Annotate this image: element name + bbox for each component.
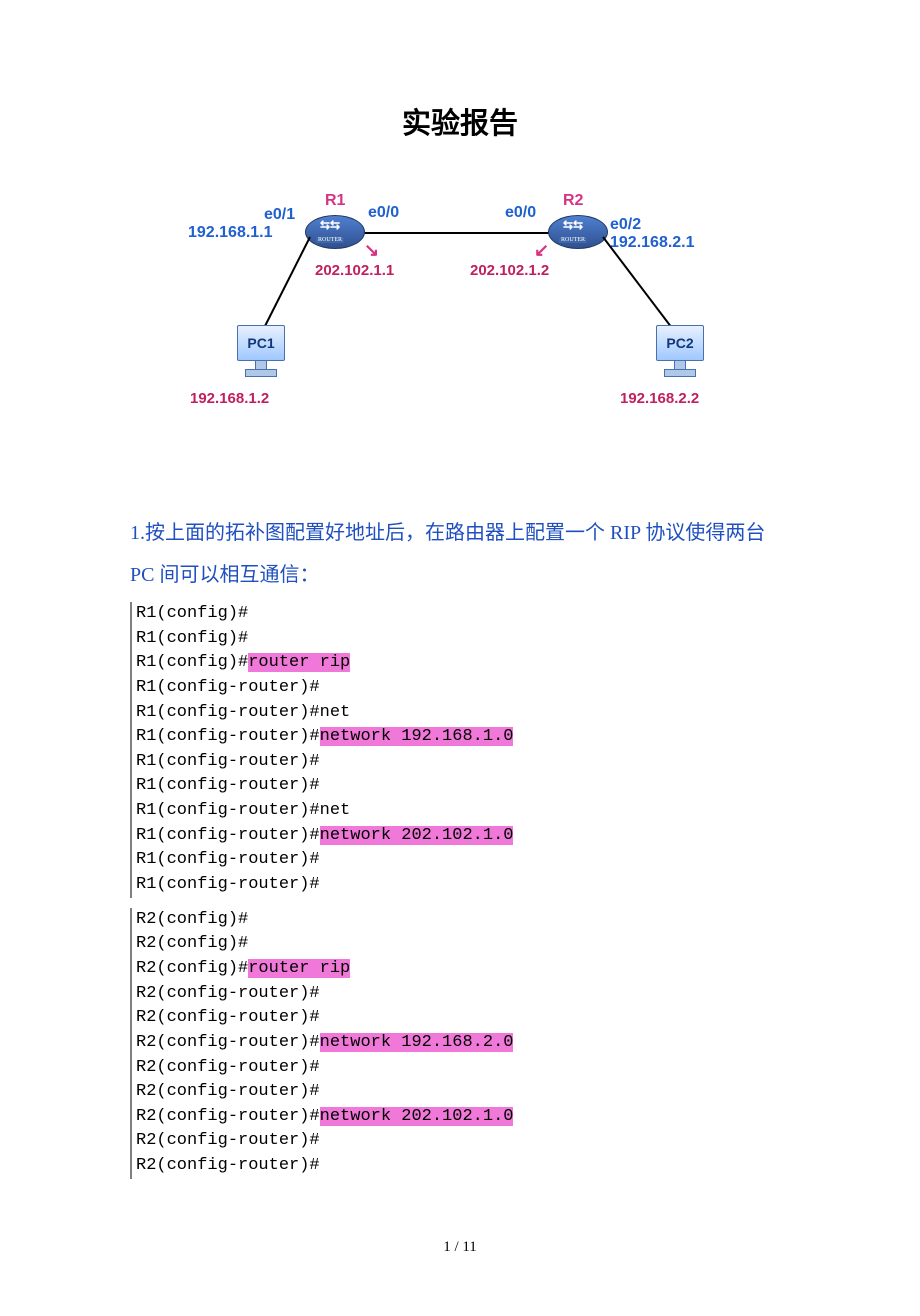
r1-config-block: R1(config)# R1(config)# R1(config)#route… [130, 602, 790, 898]
r1-if-e01: e0/1 [264, 206, 295, 224]
hl-network: network 202.102.1.0 [320, 826, 514, 845]
term-line: R1(config-router)# [136, 776, 320, 795]
term-line: R1(config)# [136, 653, 248, 672]
page-title: 实验报告 [130, 100, 790, 142]
term-line: R1(config-router)# [136, 875, 320, 894]
term-line: R1(config)# [136, 629, 248, 648]
hl-network: network 202.102.1.0 [320, 1107, 514, 1126]
r2-config-block: R2(config)# R2(config)# R2(config)#route… [130, 908, 790, 1179]
term-line: R1(config-router)#net [136, 801, 350, 820]
pc2-base [664, 369, 696, 377]
term-line: R2(config-router)# [136, 1082, 320, 1101]
term-line: R2(config)# [136, 934, 248, 953]
arrow-r1: ↘ [364, 240, 379, 261]
hl-router-rip: router rip [248, 959, 350, 978]
document-page: 实验报告 ⇆⇆ ROUTER R1 e0/1 e0/0 192.168.1.1 … [0, 0, 920, 1316]
r2-e00-ip: 202.102.1.2 [470, 262, 549, 279]
term-line: R2(config-router)# [136, 1156, 320, 1175]
r1-if-e00: e0/0 [368, 204, 399, 222]
arrow-r2: ↙ [534, 240, 549, 261]
page-number: 1 / 11 [130, 1239, 790, 1256]
term-line: R2(config)# [136, 959, 248, 978]
term-line: R2(config-router)# [136, 1131, 320, 1150]
section-1-heading: 1.按上面的拓补图配置好地址后，在路由器上配置一个 RIP 协议使得两台 PC … [130, 512, 790, 596]
term-line: R1(config-router)# [136, 826, 320, 845]
r1-e00-ip: 202.102.1.1 [315, 262, 394, 279]
term-line: R2(config)# [136, 910, 248, 929]
router-r2-label: R2 [563, 192, 583, 210]
term-line: R1(config-router)# [136, 850, 320, 869]
term-line: R1(config-router)# [136, 727, 320, 746]
pc1-base [245, 369, 277, 377]
term-line: R2(config-router)# [136, 1033, 320, 1052]
term-line: R1(config)# [136, 604, 248, 623]
term-line: R1(config-router)# [136, 678, 320, 697]
router-r1-label: R1 [325, 192, 345, 210]
term-line: R1(config-router)# [136, 752, 320, 771]
pc1-ip: 192.168.1.2 [190, 390, 269, 407]
pc2-icon: PC2 [656, 325, 704, 361]
hl-router-rip: router rip [248, 653, 350, 672]
hl-network: network 192.168.2.0 [320, 1033, 514, 1052]
pc1-icon: PC1 [237, 325, 285, 361]
network-topology-diagram: ⇆⇆ ROUTER R1 e0/1 e0/0 192.168.1.1 ↘ 202… [140, 192, 780, 432]
hl-network: network 192.168.1.0 [320, 727, 514, 746]
term-line: R2(config-router)# [136, 1107, 320, 1126]
link-r1-r2 [358, 232, 558, 234]
term-line: R2(config-router)# [136, 984, 320, 1003]
term-line: R2(config-router)# [136, 1058, 320, 1077]
term-line: R1(config-router)#net [136, 703, 350, 722]
pc2-ip: 192.168.2.2 [620, 390, 699, 407]
r2-if-e00: e0/0 [505, 204, 536, 222]
term-line: R2(config-router)# [136, 1008, 320, 1027]
